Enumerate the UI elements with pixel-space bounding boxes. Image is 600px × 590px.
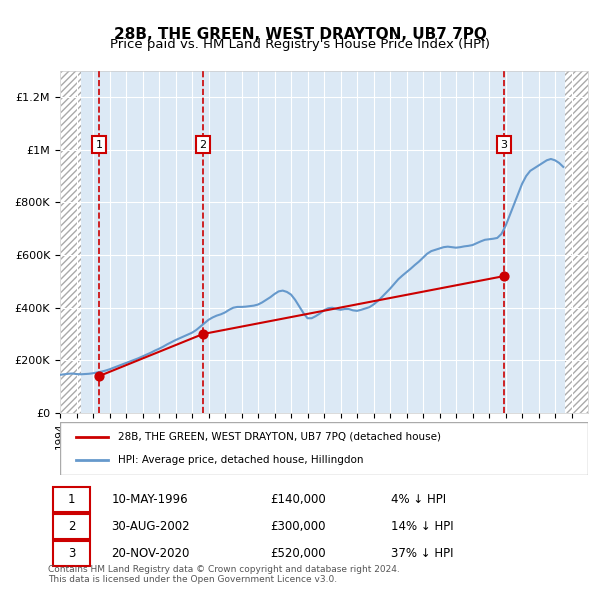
Point <box>198 329 208 339</box>
Text: 14% ↓ HPI: 14% ↓ HPI <box>391 520 454 533</box>
Text: 30-AUG-2002: 30-AUG-2002 <box>112 520 190 533</box>
Text: 3: 3 <box>500 139 508 149</box>
Text: 3: 3 <box>68 548 76 560</box>
Text: 28B, THE GREEN, WEST DRAYTON, UB7 7PQ: 28B, THE GREEN, WEST DRAYTON, UB7 7PQ <box>113 27 487 41</box>
Bar <box>60 71 82 413</box>
Point <box>94 372 104 381</box>
Text: 28B, THE GREEN, WEST DRAYTON, UB7 7PQ (detached house): 28B, THE GREEN, WEST DRAYTON, UB7 7PQ (d… <box>118 432 441 442</box>
Text: £300,000: £300,000 <box>270 520 325 533</box>
Text: £520,000: £520,000 <box>270 548 325 560</box>
Text: 1: 1 <box>95 139 103 149</box>
Text: 2: 2 <box>68 520 76 533</box>
Text: 1: 1 <box>68 493 76 506</box>
Text: 2: 2 <box>199 139 206 149</box>
Text: 20-NOV-2020: 20-NOV-2020 <box>112 548 190 560</box>
Bar <box>60 71 82 413</box>
Text: 10-MAY-1996: 10-MAY-1996 <box>112 493 188 506</box>
Text: £140,000: £140,000 <box>270 493 326 506</box>
Point <box>499 271 509 281</box>
Text: 37% ↓ HPI: 37% ↓ HPI <box>391 548 454 560</box>
FancyBboxPatch shape <box>53 487 90 512</box>
Bar <box>565 71 588 413</box>
Text: 4% ↓ HPI: 4% ↓ HPI <box>391 493 446 506</box>
Text: Contains HM Land Registry data © Crown copyright and database right 2024.
This d: Contains HM Land Registry data © Crown c… <box>48 565 400 584</box>
Text: Price paid vs. HM Land Registry's House Price Index (HPI): Price paid vs. HM Land Registry's House … <box>110 38 490 51</box>
Text: HPI: Average price, detached house, Hillingdon: HPI: Average price, detached house, Hill… <box>118 455 364 465</box>
FancyBboxPatch shape <box>53 541 90 566</box>
FancyBboxPatch shape <box>53 514 90 539</box>
FancyBboxPatch shape <box>60 422 588 475</box>
